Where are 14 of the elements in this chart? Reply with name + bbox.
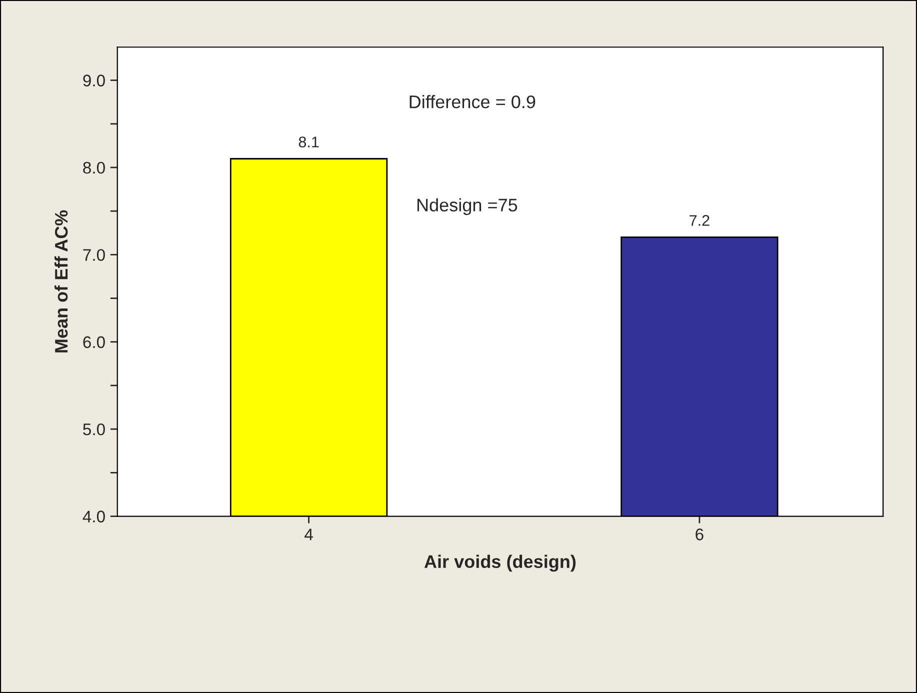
x-tick-label: 4 bbox=[304, 528, 313, 540]
y-tick-label: 6.0 bbox=[83, 336, 105, 348]
x-axis-title: Air voids (design) bbox=[424, 554, 576, 572]
annotation: Ndesign =75 bbox=[417, 198, 518, 216]
y-tick-label: 7.0 bbox=[83, 249, 105, 261]
y-axis-title: Mean of Eff AC% bbox=[54, 210, 68, 352]
data-label: 7.2 bbox=[690, 215, 710, 226]
y-tick-label: 5.0 bbox=[83, 423, 105, 436]
annotation: Difference = 0.9 bbox=[410, 95, 536, 108]
x-tick-label: 6 bbox=[696, 528, 704, 540]
data-label: 8.1 bbox=[298, 136, 319, 148]
y-tick-label: 9.0 bbox=[83, 74, 105, 86]
y-tick-label: 8.0 bbox=[83, 162, 105, 174]
y-tick-label: 4.0 bbox=[82, 510, 105, 522]
